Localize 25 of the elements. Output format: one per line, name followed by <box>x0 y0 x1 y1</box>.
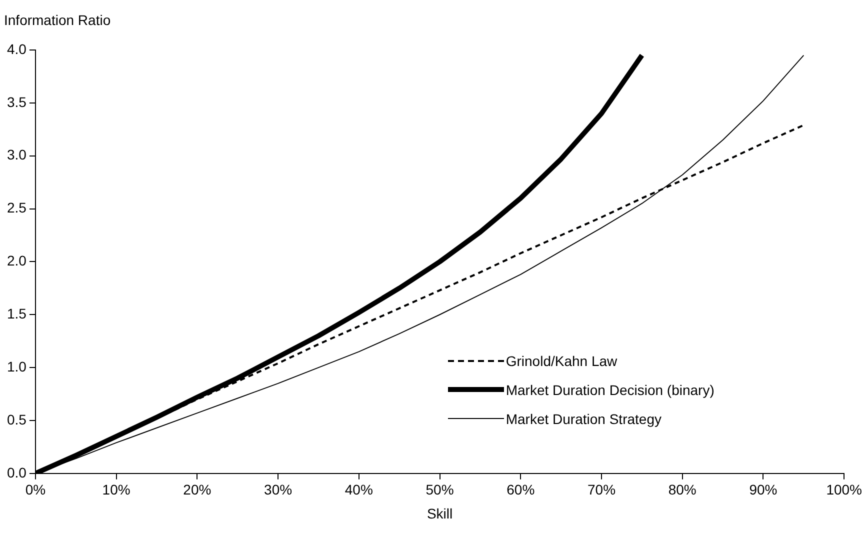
x-tick-label: 10% <box>102 482 130 498</box>
y-tick-label: 1.0 <box>6 358 27 374</box>
x-tick-label: 80% <box>668 482 696 498</box>
y-tick-label: 1.5 <box>6 305 27 322</box>
y-axis-title: Information Ratio <box>4 12 111 28</box>
y-tick-label: 3.0 <box>6 146 27 163</box>
x-tick-label: 40% <box>344 482 373 498</box>
y-tick-label: 3.5 <box>6 94 27 110</box>
legend-label: Market Duration Strategy <box>506 410 662 427</box>
x-tick-label: 30% <box>264 482 292 498</box>
x-tick-label: 60% <box>506 482 535 498</box>
y-tick-label: 2.0 <box>6 252 27 269</box>
x-tick-label: 50% <box>426 482 454 498</box>
y-tick-label: 0.5 <box>6 411 27 428</box>
y-tick-label: 4.0 <box>6 40 27 57</box>
x-axis-title: Skill <box>426 505 453 522</box>
x-tick-label: 100% <box>826 482 862 498</box>
x-tick-label: 0% <box>25 482 46 498</box>
x-tick-label: 20% <box>183 482 212 498</box>
y-tick-label: 2.5 <box>6 200 27 216</box>
legend-label: Market Duration Decision (binary) <box>506 382 714 398</box>
y-tick-label: 0.0 <box>6 464 27 480</box>
x-tick-label: 90% <box>749 482 778 498</box>
legend-label: Grinold/Kahn Law <box>506 352 618 369</box>
x-tick-label: 70% <box>587 482 616 498</box>
